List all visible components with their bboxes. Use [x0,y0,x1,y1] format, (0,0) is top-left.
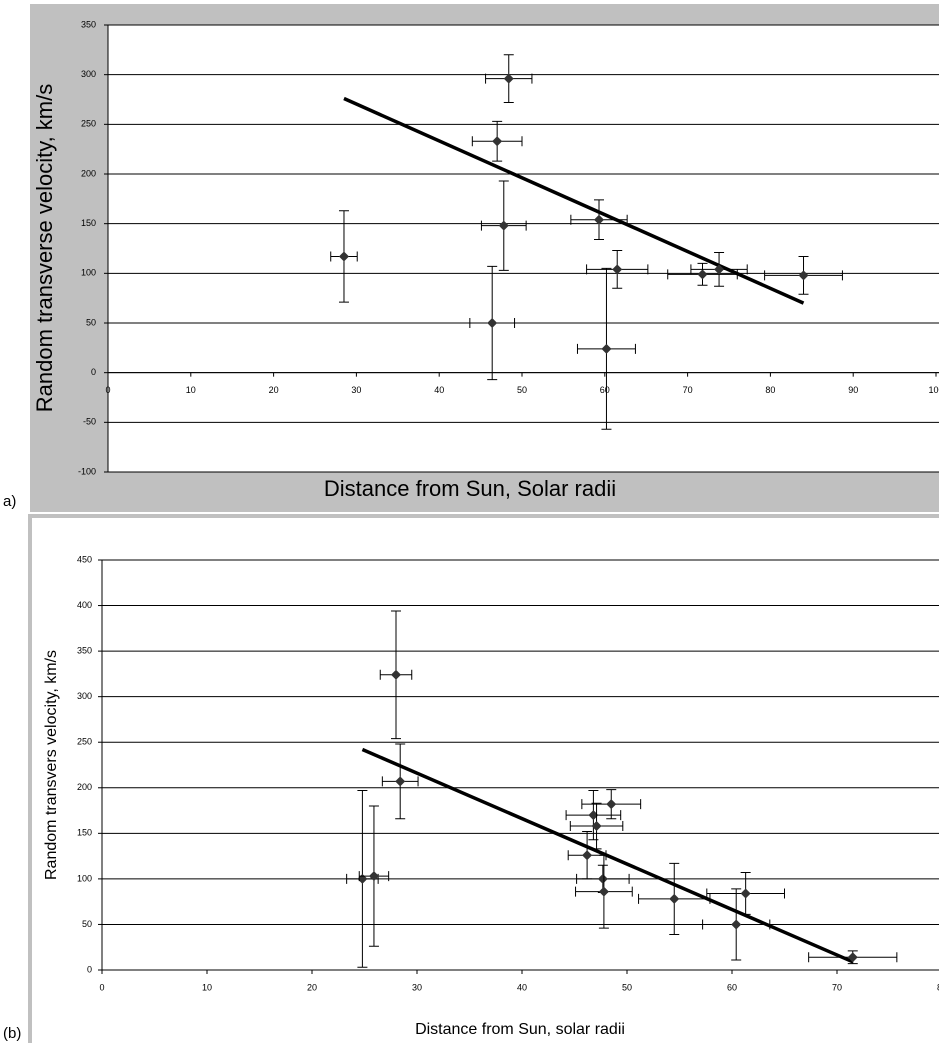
data-point [498,220,509,231]
x-axis-label: Distance from Sun, Solar radii [324,476,616,501]
y-tick-label: 400 [77,600,92,610]
panel-label: (b) [3,1025,21,1042]
x-tick-label: 60 [600,385,610,395]
x-tick-label: 0 [99,982,104,992]
y-axis-label: Random transverse velocity, km/s [32,84,57,412]
y-tick-label: 350 [77,645,92,655]
x-tick-label: 30 [351,385,361,395]
panel-b-background [32,518,939,1043]
data-point [395,776,406,787]
y-tick-label: -100 [78,466,96,476]
y-axis-label: Random transvers velocity, km/s [43,650,60,880]
y-tick-label: 450 [77,554,92,564]
x-tick-label: 0 [105,385,110,395]
x-tick-label: 40 [434,385,444,395]
x-tick-label: 40 [517,982,527,992]
data-point [368,871,379,882]
x-tick-label: 70 [683,385,693,395]
x-tick-label: 50 [622,982,632,992]
data-point [391,669,401,680]
data-point [798,270,809,281]
y-tick-label: 250 [81,119,96,129]
y-tick-label: 300 [77,691,92,701]
y-tick-label: 200 [81,168,96,178]
y-tick-label: 0 [87,964,92,974]
data-point [847,952,858,963]
y-tick-label: 100 [77,873,92,883]
data-point [697,269,708,280]
x-tick-label: 100 [928,385,939,395]
data-point [598,886,609,897]
y-tick-label: 100 [81,268,96,278]
y-tick-label: 0 [91,367,96,377]
data-point [338,251,349,262]
y-tick-label: 150 [81,218,96,228]
x-tick-label: 80 [937,982,939,992]
x-tick-label: 30 [412,982,422,992]
x-tick-label: 20 [307,982,317,992]
data-point [731,919,742,930]
y-tick-label: 200 [77,782,92,792]
data-point [606,799,617,810]
data-point [597,873,608,884]
data-point [588,810,599,821]
y-tick-label: 300 [81,69,96,79]
data-point [740,888,751,899]
data-point [503,73,514,84]
data-point [582,850,593,861]
data-point [487,318,498,328]
y-tick-label: 350 [81,19,96,29]
x-tick-label: 90 [848,385,858,395]
data-point [601,343,612,354]
y-tick-label: 150 [77,828,92,838]
y-tick-label: 50 [82,919,92,929]
data-point [714,264,725,275]
data-point [669,893,680,904]
y-tick-label: 250 [77,737,92,747]
data-point [591,821,602,832]
x-tick-label: 60 [727,982,737,992]
x-tick-label: 50 [517,385,527,395]
data-point [594,214,605,225]
x-tick-label: 10 [186,385,196,395]
y-tick-label: 50 [86,317,96,327]
x-tick-label: 20 [269,385,279,395]
x-tick-label: 10 [202,982,212,992]
y-tick-label: -50 [83,417,96,427]
x-tick-label: 80 [765,385,775,395]
data-point [492,136,503,147]
data-point [612,264,623,275]
x-axis-label: Distance from Sun, solar radii [415,1021,625,1038]
panel-a-plot-area [108,25,939,472]
x-tick-label: 70 [832,982,842,992]
panel-label: a) [3,493,16,510]
